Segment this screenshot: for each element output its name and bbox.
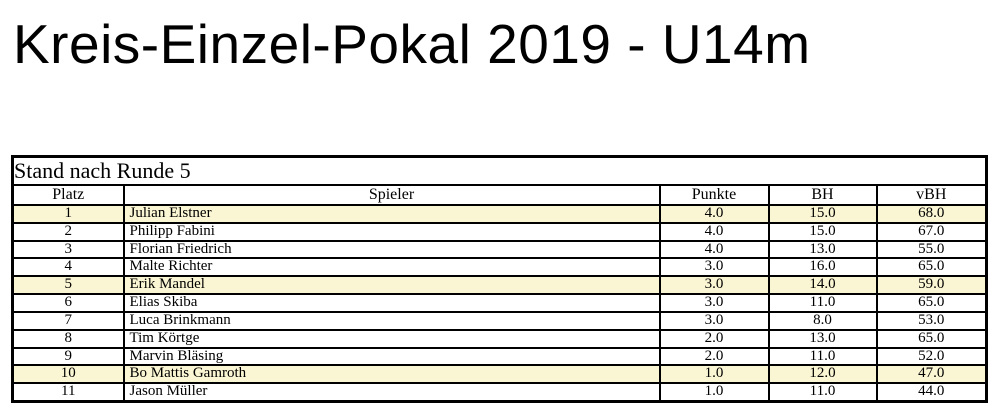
cell-vbh: 68.0: [875, 204, 988, 224]
table-row: 8 Tim Körtge 2.0 13.0 65.0: [11, 328, 988, 349]
cell-platz: 10: [11, 364, 125, 385]
column-header-bh: BH: [767, 184, 878, 206]
cell-punkte: 3.0: [658, 293, 770, 313]
cell-platz: 11: [11, 382, 125, 403]
table-row: 11 Jason Müller 1.0 11.0 44.0: [11, 382, 988, 403]
cell-vbh: 55.0: [875, 239, 988, 260]
cell-punkte: 3.0: [658, 257, 770, 278]
cell-bh: 16.0: [767, 257, 878, 278]
cell-vbh: 47.0: [875, 364, 988, 385]
cell-vbh: 65.0: [875, 328, 988, 349]
cell-spieler: Erik Mandel: [122, 275, 661, 296]
table-row: 3 Florian Friedrich 4.0 13.0 55.0: [11, 239, 988, 260]
column-header-row: Platz Spieler Punkte BH vBH: [11, 184, 988, 206]
table-row: 4 Malte Richter 3.0 16.0 65.0: [11, 257, 988, 278]
cell-vbh: 65.0: [875, 257, 988, 278]
cell-vbh: 52.0: [875, 346, 988, 367]
cell-punkte: 3.0: [658, 275, 770, 296]
cell-punkte: 1.0: [658, 364, 770, 385]
cell-spieler: Tim Körtge: [122, 328, 661, 349]
column-header-punkte: Punkte: [658, 184, 770, 206]
cell-spieler: Jason Müller: [122, 382, 661, 403]
column-header-vbh: vBH: [875, 184, 988, 206]
table-row: 7 Luca Brinkmann 3.0 8.0 53.0: [11, 310, 988, 331]
standings-body: 1 Julian Elstner 4.0 15.0 68.0 2 Philipp Fabin…: [11, 204, 988, 403]
cell-platz: 7: [11, 310, 125, 331]
cell-bh: 11.0: [767, 293, 878, 313]
cell-vbh: 65.0: [875, 293, 988, 313]
table-row: 10 Bo Mattis Gamroth 1.0 12.0 47.0: [11, 364, 988, 385]
cell-spieler: Julian Elstner: [122, 204, 661, 224]
cell-platz: 1: [11, 204, 125, 224]
cell-bh: 13.0: [767, 239, 878, 260]
caption-row: Stand nach Runde 5: [11, 155, 988, 186]
cell-spieler: Elias Skiba: [122, 293, 661, 313]
standings-table: Stand nach Runde 5 Platz Spieler Punkte BH v…: [11, 155, 989, 403]
table-row: 5 Erik Mandel 3.0 14.0 59.0: [11, 275, 988, 296]
cell-spieler: Bo Mattis Gamroth: [122, 364, 661, 385]
column-header-spieler: Spieler: [122, 184, 661, 206]
table-row: 2 Philipp Fabini 4.0 15.0 67.0: [11, 221, 988, 242]
cell-punkte: 3.0: [658, 310, 770, 331]
cell-punkte: 2.0: [658, 346, 770, 367]
cell-punkte: 4.0: [658, 204, 770, 224]
cell-punkte: 2.0: [658, 328, 770, 349]
cell-bh: 15.0: [767, 221, 878, 242]
cell-vbh: 53.0: [875, 310, 988, 331]
cell-platz: 9: [11, 346, 125, 367]
page-title: Kreis-Einzel-Pokal 2019 - U14m: [13, 13, 811, 75]
cell-bh: 15.0: [767, 204, 878, 224]
cell-bh: 13.0: [767, 328, 878, 349]
cell-bh: 11.0: [767, 346, 878, 367]
cell-platz: 3: [11, 239, 125, 260]
cell-platz: 6: [11, 293, 125, 313]
cell-bh: 8.0: [767, 310, 878, 331]
cell-spieler: Philipp Fabini: [122, 221, 661, 242]
cell-platz: 5: [11, 275, 125, 296]
cell-platz: 8: [11, 328, 125, 349]
column-header-platz: Platz: [11, 184, 125, 206]
cell-spieler: Marvin Bläsing: [122, 346, 661, 367]
cell-platz: 4: [11, 257, 125, 278]
table-caption: Stand nach Runde 5: [11, 155, 988, 186]
cell-vbh: 67.0: [875, 221, 988, 242]
cell-bh: 12.0: [767, 364, 878, 385]
cell-bh: 14.0: [767, 275, 878, 296]
cell-spieler: Luca Brinkmann: [122, 310, 661, 331]
cell-punkte: 1.0: [658, 382, 770, 403]
table-row: 9 Marvin Bläsing 2.0 11.0 52.0: [11, 346, 988, 367]
cell-vbh: 59.0: [875, 275, 988, 296]
table-row: 6 Elias Skiba 3.0 11.0 65.0: [11, 293, 988, 313]
cell-bh: 11.0: [767, 382, 878, 403]
cell-spieler: Malte Richter: [122, 257, 661, 278]
cell-platz: 2: [11, 221, 125, 242]
cell-punkte: 4.0: [658, 239, 770, 260]
cell-vbh: 44.0: [875, 382, 988, 403]
cell-spieler: Florian Friedrich: [122, 239, 661, 260]
table-row: 1 Julian Elstner 4.0 15.0 68.0: [11, 204, 988, 224]
cell-punkte: 4.0: [658, 221, 770, 242]
